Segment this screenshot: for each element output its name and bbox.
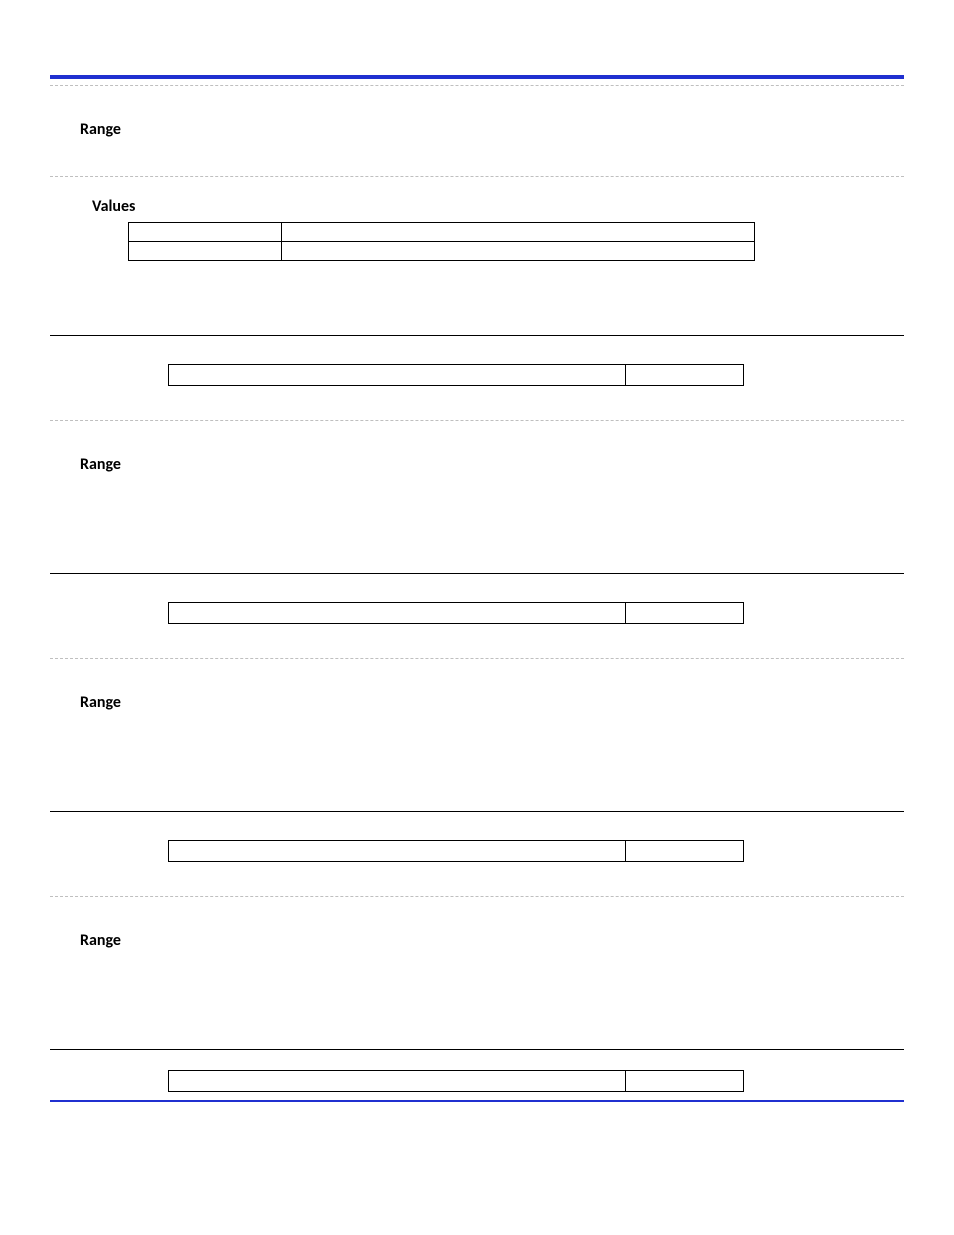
range-section-2: Range — [50, 421, 904, 511]
spacer — [50, 749, 904, 811]
box-wide — [168, 602, 626, 624]
range-section-4: Range — [50, 897, 904, 987]
box-narrow — [626, 1070, 744, 1092]
values-cell — [282, 223, 755, 242]
spacer — [50, 511, 904, 573]
values-section: Values — [50, 177, 904, 261]
spacer — [50, 987, 904, 1049]
box-row-2 — [50, 574, 904, 624]
box-wide — [168, 1070, 626, 1092]
spacer — [50, 862, 904, 896]
box-narrow — [626, 364, 744, 386]
box-row-1 — [50, 336, 904, 386]
values-cell — [282, 242, 755, 261]
document-page: Range Values Range Range — [0, 0, 954, 1235]
range-label: Range — [80, 931, 121, 950]
values-label: Values — [92, 197, 135, 216]
values-table — [128, 222, 755, 261]
box-narrow — [626, 840, 744, 862]
top-rule — [50, 75, 904, 79]
values-cell — [129, 242, 282, 261]
table-row — [129, 223, 755, 242]
box-row-3 — [50, 812, 904, 862]
spacer — [50, 261, 904, 335]
spacer — [50, 624, 904, 658]
spacer — [50, 386, 904, 420]
range-label: Range — [80, 455, 121, 474]
box-row-4 — [50, 1050, 904, 1092]
spacer — [50, 1092, 904, 1100]
range-section-3: Range — [50, 659, 904, 749]
range-label: Range — [80, 693, 121, 712]
range-section-1: Range — [50, 86, 904, 176]
range-label: Range — [80, 120, 121, 139]
bottom-rule — [50, 1100, 904, 1102]
box-wide — [168, 840, 626, 862]
box-wide — [168, 364, 626, 386]
values-cell — [129, 223, 282, 242]
table-row — [129, 242, 755, 261]
box-narrow — [626, 602, 744, 624]
